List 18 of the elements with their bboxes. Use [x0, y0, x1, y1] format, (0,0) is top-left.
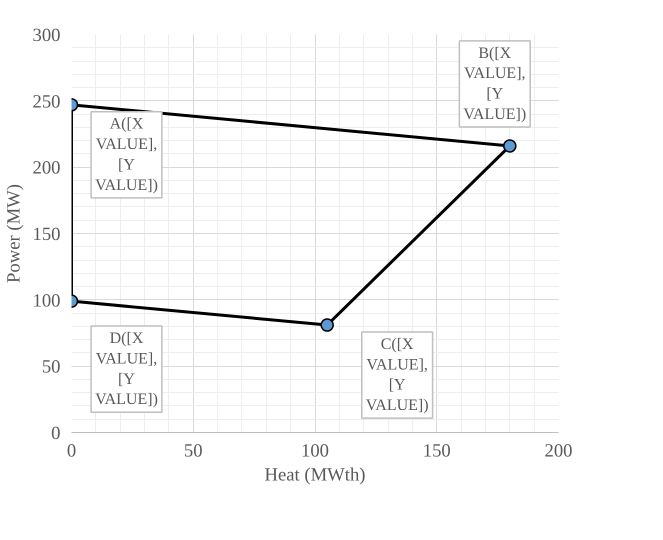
y-tick-label: 150 [32, 224, 60, 245]
x-tick-label: 200 [544, 440, 572, 462]
annotation: B([X VALUE], [Y VALUE]) [463, 44, 526, 124]
x-tick-label: 150 [422, 440, 451, 462]
x-axis-title: Heat (MWth) [264, 464, 366, 486]
x-tick-label: 100 [301, 440, 329, 462]
y-tick-label: 200 [32, 158, 60, 179]
x-tick-label: 0 [66, 440, 76, 462]
x-tick-label: 50 [184, 440, 203, 462]
y-tick-label: 0 [51, 423, 60, 444]
y-tick-label: 100 [32, 290, 60, 312]
y-tick-label: 50 [42, 356, 60, 378]
y-tick-label: 250 [32, 91, 60, 112]
annotation: C([X VALUE], [Y VALUE]) [366, 336, 429, 414]
y-tick-label: 300 [32, 25, 60, 46]
annotation: D([X VALUE], [Y VALUE]) [95, 330, 158, 408]
annotation: A([X VALUE], [Y VALUE]) [95, 116, 158, 194]
y-axis-title: Power (MW) [4, 184, 25, 283]
